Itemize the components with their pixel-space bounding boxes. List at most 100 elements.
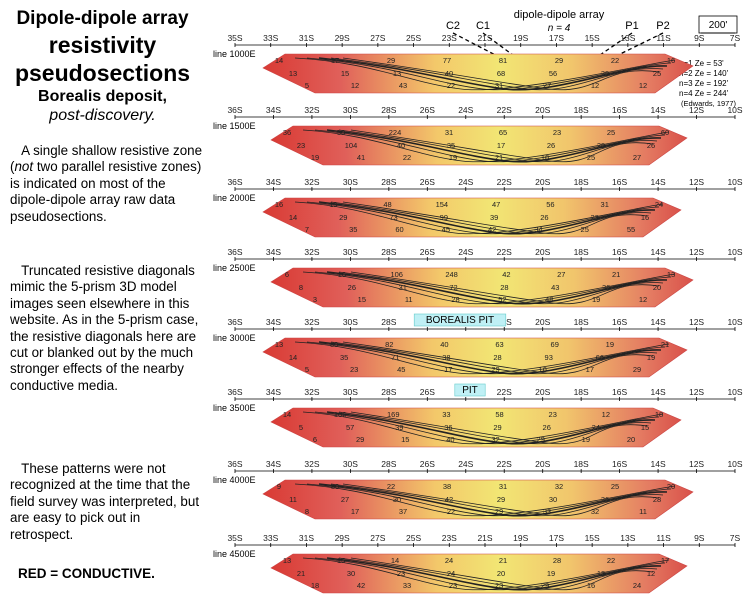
apparent-resistivity-value: 14	[289, 213, 297, 222]
axis-tick-label: 30S	[343, 247, 358, 257]
apparent-resistivity-value: 45	[397, 365, 405, 374]
apparent-resistivity-value: 33	[442, 410, 450, 419]
pseudosection-8: 35S 33S 31S 29S 27S 25S 23S 21S 19S 17S 15S 13S 11S 9…	[213, 533, 741, 594]
apparent-resistivity-value: 22	[447, 81, 455, 90]
apparent-resistivity-value: 25	[611, 482, 619, 491]
contour-line	[342, 57, 660, 91]
pseudosection-1: 35S 33S 31S 29S 27S 25S 23S 21S 19S 17S 15S 13S 11S 9…	[213, 33, 741, 94]
apparent-resistivity-value: 38	[442, 353, 450, 362]
axis-tick-label: 34S	[266, 459, 281, 469]
axis-tick-label: 20S	[535, 177, 550, 187]
apparent-resistivity-value: 40	[446, 435, 454, 444]
contour-line	[326, 557, 662, 591]
contour-line	[338, 271, 664, 305]
axis-tick-label: 35S	[227, 533, 242, 543]
apparent-resistivity-value: 12	[639, 295, 647, 304]
apparent-resistivity-value: 18	[311, 581, 319, 590]
apparent-resistivity-value: 93	[545, 353, 553, 362]
axis-tick-label: 16S	[612, 459, 627, 469]
axis-tick-label: 20S	[535, 105, 550, 115]
apparent-resistivity-value: 13	[275, 340, 283, 349]
axis-tick-label: 34S	[266, 247, 281, 257]
apparent-resistivity-value: 19	[606, 340, 614, 349]
apparent-resistivity-value: 29	[597, 141, 605, 150]
apparent-resistivity-value: 23	[553, 128, 561, 137]
axis-tick-label: 10S	[727, 317, 742, 327]
legend-n1: n=1 Ze = 53'	[679, 59, 724, 68]
axis-tick-label: 36S	[227, 459, 242, 469]
apparent-resistivity-value: 80	[330, 340, 338, 349]
axis-tick-label: 24S	[458, 459, 473, 469]
pit-tag-box	[454, 383, 486, 397]
apparent-resistivity-value: 26	[547, 141, 555, 150]
axis-tick-label: 13S	[620, 533, 635, 543]
axis-tick-label: 25S	[406, 533, 421, 543]
apparent-resistivity-value: 17	[444, 365, 452, 374]
axis-tick-label: 32S	[304, 387, 319, 397]
apparent-resistivity-value: 57	[346, 423, 354, 432]
axis-tick-label: 29S	[335, 533, 350, 543]
apparent-resistivity-value: 14	[391, 556, 399, 565]
apparent-resistivity-value: 27	[557, 270, 565, 279]
title-line-5: post-discovery.	[49, 107, 156, 124]
apparent-resistivity-value: 12	[602, 410, 610, 419]
apparent-resistivity-value: 30	[393, 495, 401, 504]
apparent-resistivity-value: 19	[592, 295, 600, 304]
axis-tick-label: 23S	[442, 533, 457, 543]
apparent-resistivity-value: 14	[275, 56, 283, 65]
apparent-resistivity-value: 11	[639, 507, 647, 516]
apparent-resistivity-value: 106	[334, 410, 347, 419]
axis-tick-label: 32S	[304, 177, 319, 187]
apparent-resistivity-value: 29	[537, 435, 545, 444]
apparent-resistivity-value: 37	[399, 507, 407, 516]
apparent-resistivity-value: 35	[349, 225, 357, 234]
axis-tick-label: 13S	[620, 33, 635, 43]
para1-start: A single shallow resistive zone (	[10, 143, 203, 175]
contour-line	[302, 557, 670, 591]
apparent-resistivity-value: 22	[607, 556, 615, 565]
apparent-resistivity-value: 19	[311, 153, 319, 162]
apparent-resistivity-value: 29	[491, 365, 499, 374]
apparent-resistivity-value: 40	[397, 141, 405, 150]
axis-tick-label: 18S	[574, 317, 589, 327]
apparent-resistivity-value: 99	[440, 213, 448, 222]
legend-n4: n=4 Ze = 244'	[679, 89, 729, 98]
axis-tick-label: 28S	[381, 247, 396, 257]
description-panel: Dipole-dipole array resistivity pseudose…	[0, 0, 205, 600]
apparent-resistivity-value: 19	[647, 353, 655, 362]
apparent-resistivity-value: 16	[641, 213, 649, 222]
apparent-resistivity-value: 24	[655, 200, 663, 209]
axis-tick-label: 10S	[727, 105, 742, 115]
apparent-resistivity-value: 30	[549, 495, 557, 504]
apparent-resistivity-value: 31	[399, 283, 407, 292]
pseudosections-figure: dipole-dipole array n = 4 C2 C1 P1 P2 20…	[213, 9, 743, 594]
apparent-resistivity-value: 23	[350, 365, 358, 374]
apparent-resistivity-value: 43	[551, 283, 559, 292]
apparent-resistivity-value: 73	[389, 213, 397, 222]
axis-tick-label: 20S	[535, 247, 550, 257]
axis-tick-label: 36S	[227, 387, 242, 397]
apparent-resistivity-value: 72	[449, 283, 457, 292]
line-label: line 2500E	[213, 263, 256, 273]
axis-tick-label: 14S	[651, 177, 666, 187]
apparent-resistivity-value: 20	[627, 435, 635, 444]
line-label: line 4500E	[213, 549, 256, 559]
axis-tick-label: 16S	[612, 177, 627, 187]
apparent-resistivity-value: 39	[395, 423, 403, 432]
axis-tick-label: 36S	[227, 247, 242, 257]
apparent-resistivity-value: 8	[299, 283, 303, 292]
axis-tick-label: 34S	[266, 177, 281, 187]
axis-tick-label: 18S	[574, 459, 589, 469]
axis-tick-label: 34S	[266, 387, 281, 397]
axis-tick-label: 28S	[381, 387, 396, 397]
axis-tick-label: 16S	[612, 317, 627, 327]
contour-line	[306, 201, 660, 235]
apparent-resistivity-value: 17	[331, 56, 339, 65]
contour-line	[330, 201, 652, 235]
apparent-resistivity-value: 25	[607, 128, 615, 137]
apparent-resistivity-value: 63	[495, 340, 503, 349]
apparent-resistivity-value: 28	[553, 556, 561, 565]
pit-tag-label: PIT	[462, 385, 478, 396]
axis-tick-label: 20S	[535, 317, 550, 327]
apparent-resistivity-value: 41	[357, 153, 365, 162]
